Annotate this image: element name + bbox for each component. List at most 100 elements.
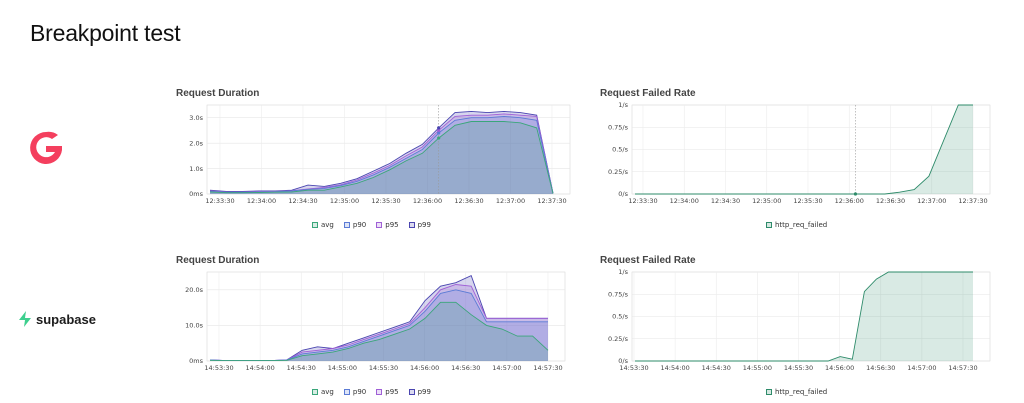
grafbase-logo-icon xyxy=(28,128,64,173)
series-line-http_req_failed xyxy=(635,271,973,362)
legend-item-http_req_failed[interactable]: http_req_failed xyxy=(766,388,827,396)
hover-point-p90 xyxy=(437,131,441,135)
x-tick-label: 14:56:00 xyxy=(825,364,854,372)
y-tick-label: 0.75/s xyxy=(608,123,629,131)
legend-item-p95[interactable]: p95 xyxy=(376,221,399,229)
series-area-p90 xyxy=(210,116,553,194)
x-tick-label: 14:56:00 xyxy=(410,364,439,372)
legend-label-avg: avg xyxy=(321,388,334,396)
legend-label-p95: p95 xyxy=(385,221,399,229)
legend-item-p90[interactable]: p90 xyxy=(343,221,367,229)
y-tick-label: 0.5/s xyxy=(612,146,629,154)
supabase-bolt-icon xyxy=(19,311,31,327)
legend-item-http_req_failed[interactable]: http_req_failed xyxy=(766,221,827,229)
y-tick-label: 0.5/s xyxy=(612,313,629,321)
series-line-http_req_failed xyxy=(635,104,973,195)
series-area-p95 xyxy=(210,113,553,194)
hover-point-p95 xyxy=(437,128,441,133)
chart-title-bottom-failed: Request Failed Rate xyxy=(600,255,696,266)
legend-item-p90[interactable]: p90 xyxy=(343,388,367,396)
x-tick-label: 14:55:30 xyxy=(784,364,813,372)
y-tick-label: 0ms xyxy=(189,357,203,365)
legend-swatch-http_req_failed xyxy=(766,389,772,395)
legend-item-p95[interactable]: p95 xyxy=(376,388,399,396)
chart-title-bottom-duration: Request Duration xyxy=(176,255,260,266)
y-tick-label: 0/s xyxy=(618,190,628,198)
x-tick-label: 14:57:30 xyxy=(948,364,977,372)
series-area-p99 xyxy=(210,275,548,361)
x-tick-label: 14:53:30 xyxy=(619,364,648,372)
legend-bottom-duration: avg p90 p95 p99 xyxy=(312,388,431,396)
legend-label-http_req_failed: http_req_failed xyxy=(775,388,828,396)
x-tick-label: 12:35:30 xyxy=(371,197,400,205)
x-tick-label: 14:53:30 xyxy=(204,364,233,372)
x-tick-label: 14:57:00 xyxy=(907,364,936,372)
legend-item-p99[interactable]: p99 xyxy=(408,388,431,396)
x-tick-label: 12:36:00 xyxy=(413,197,442,205)
y-tick-label: 0.75/s xyxy=(608,290,629,298)
series-area-p90 xyxy=(210,289,548,361)
legend-item-p99[interactable]: p99 xyxy=(408,221,431,229)
y-tick-label: 0.25/s xyxy=(608,335,629,343)
x-tick-label: 14:54:30 xyxy=(702,364,731,372)
series-line-p90 xyxy=(209,115,554,194)
x-tick-label: 14:55:30 xyxy=(369,364,398,372)
series-area-p95 xyxy=(210,284,548,361)
legend-swatch-p90 xyxy=(343,389,350,395)
legend-label-p90: p90 xyxy=(352,221,367,229)
x-tick-label: 12:36:30 xyxy=(876,197,905,205)
series-area-p99 xyxy=(210,111,553,194)
legend-label-avg: avg xyxy=(321,221,334,229)
x-tick-label: 14:54:00 xyxy=(661,364,690,372)
y-tick-label: 0.25/s xyxy=(608,168,629,176)
legend-label-p99: p99 xyxy=(417,388,431,396)
legend-bottom-failed: http_req_failed xyxy=(766,388,827,396)
legend-label-p95: p95 xyxy=(385,388,399,396)
hover-point-avg xyxy=(437,136,441,140)
x-tick-label: 12:37:30 xyxy=(537,197,566,205)
legend-item-avg[interactable]: avg xyxy=(312,388,334,396)
hover-point-http_req_failed xyxy=(853,192,858,196)
legend-swatch-p95 xyxy=(376,389,383,395)
legend-swatch-p95 xyxy=(376,222,383,228)
legend-label-p90: p90 xyxy=(352,388,367,396)
x-tick-label: 12:33:30 xyxy=(205,197,234,205)
x-tick-label: 12:36:30 xyxy=(454,197,483,205)
legend-swatch-avg xyxy=(312,389,318,395)
plot-area xyxy=(206,104,571,195)
x-tick-label: 14:55:00 xyxy=(328,364,357,372)
hover-point-p99 xyxy=(437,126,441,130)
legend-swatch-http_req_failed xyxy=(766,222,772,228)
series-area-http_req_failed xyxy=(635,272,973,361)
x-tick-label: 14:57:00 xyxy=(492,364,521,372)
x-tick-label: 12:33:30 xyxy=(628,197,657,205)
x-tick-label: 12:37:00 xyxy=(496,197,525,205)
legend-top-duration: avg p90 p95 p99 xyxy=(312,221,431,229)
x-tick-label: 14:56:30 xyxy=(866,364,895,372)
legend-label-http_req_failed: http_req_failed xyxy=(775,221,828,229)
page-title: Breakpoint test xyxy=(30,20,181,46)
legend-item-avg[interactable]: avg xyxy=(312,221,334,229)
y-tick-label: 10.0s xyxy=(185,322,203,330)
plot-area xyxy=(206,271,566,362)
supabase-logo-text: supabase xyxy=(36,311,96,327)
series-area-http_req_failed xyxy=(635,105,973,194)
legend-label-p99: p99 xyxy=(417,221,431,229)
chart-title-top-failed: Request Failed Rate xyxy=(600,88,696,99)
x-tick-label: 14:57:30 xyxy=(533,364,562,372)
legend-swatch-p99 xyxy=(408,222,415,228)
series-line-p99 xyxy=(209,110,554,194)
y-tick-label: 3.0s xyxy=(189,114,203,122)
y-tick-label: 1/s xyxy=(618,268,628,276)
series-area-avg xyxy=(210,121,553,194)
x-tick-label: 12:34:00 xyxy=(670,197,699,205)
x-tick-label: 12:34:30 xyxy=(288,197,317,205)
x-tick-label: 14:55:00 xyxy=(743,364,772,372)
y-tick-label: 0/s xyxy=(618,357,628,365)
x-tick-label: 12:34:00 xyxy=(247,197,276,205)
y-tick-label: 1.0s xyxy=(189,165,203,173)
series-line-avg xyxy=(209,301,549,362)
y-tick-label: 2.0s xyxy=(189,139,203,147)
